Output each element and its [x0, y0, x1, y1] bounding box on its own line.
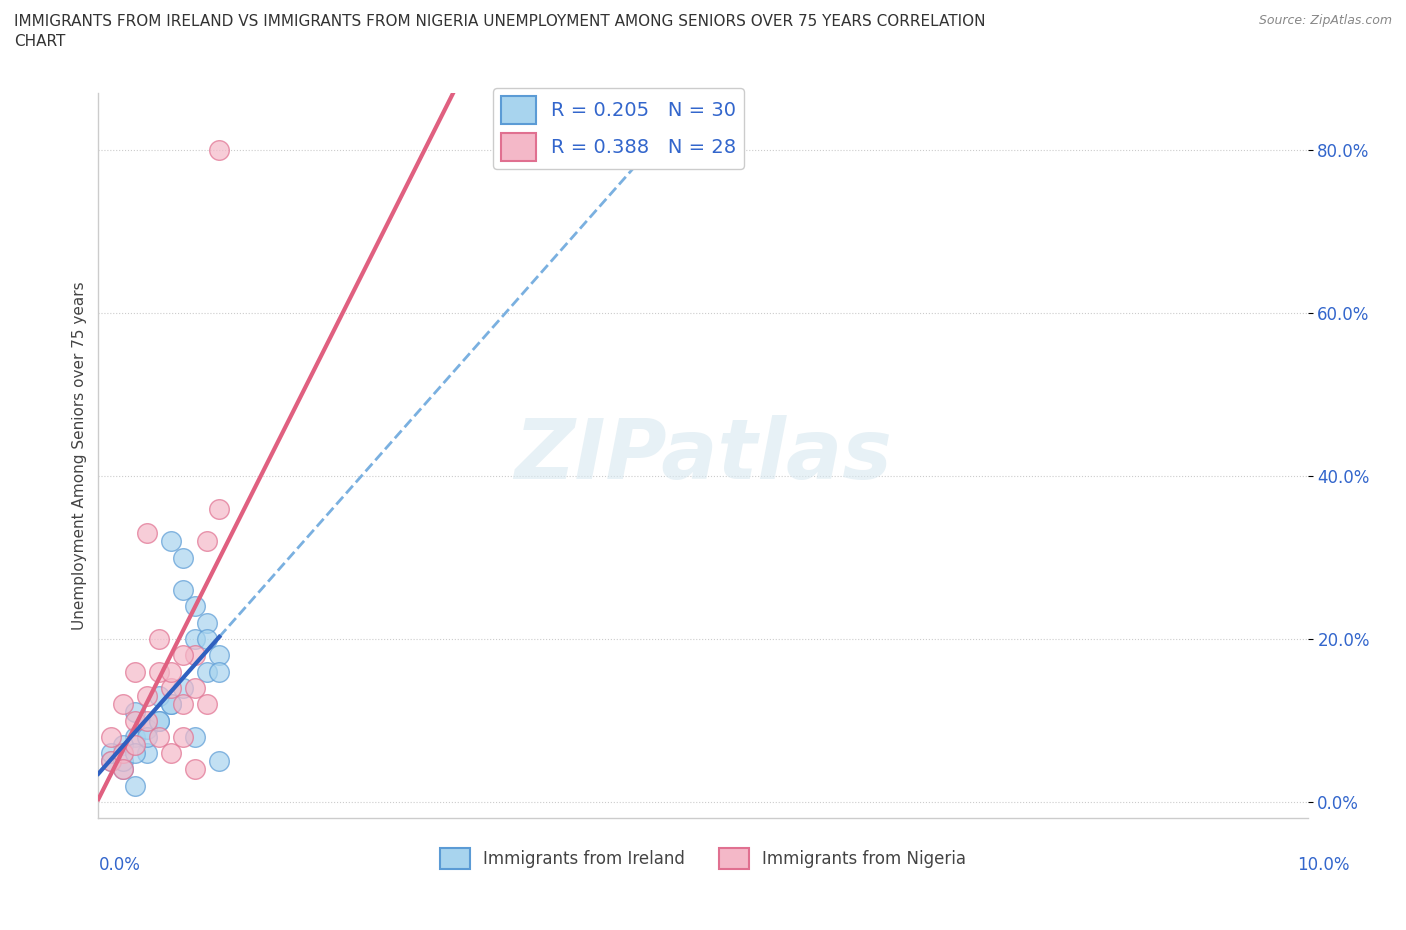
Point	[195, 631, 218, 646]
Point	[160, 664, 183, 679]
Point	[195, 534, 218, 549]
Point	[111, 762, 134, 777]
Text: 10.0%: 10.0%	[1298, 856, 1350, 873]
Point	[111, 762, 134, 777]
Point	[208, 501, 231, 516]
Text: CHART: CHART	[14, 34, 66, 49]
Point	[184, 648, 207, 663]
Point	[208, 142, 231, 157]
Point	[135, 689, 157, 704]
Point	[100, 754, 122, 769]
Point	[124, 778, 146, 793]
Text: 0.0%: 0.0%	[98, 856, 141, 873]
Point	[124, 705, 146, 720]
Point	[160, 746, 183, 761]
Point	[124, 729, 146, 744]
Point	[100, 746, 122, 761]
Point	[135, 722, 157, 737]
Point	[184, 599, 207, 614]
Point	[208, 648, 231, 663]
Y-axis label: Unemployment Among Seniors over 75 years: Unemployment Among Seniors over 75 years	[72, 282, 87, 630]
Point	[148, 664, 170, 679]
Point	[184, 729, 207, 744]
Point	[195, 697, 218, 711]
Point	[160, 681, 183, 696]
Point	[148, 713, 170, 728]
Point	[184, 631, 207, 646]
Point	[124, 746, 146, 761]
Point	[135, 525, 157, 540]
Point	[111, 697, 134, 711]
Point	[172, 697, 194, 711]
Point	[148, 713, 170, 728]
Point	[172, 648, 194, 663]
Point	[135, 713, 157, 728]
Point	[111, 746, 134, 761]
Point	[124, 737, 146, 752]
Point	[148, 631, 170, 646]
Point	[111, 737, 134, 752]
Point	[100, 729, 122, 744]
Legend: Immigrants from Ireland, Immigrants from Nigeria: Immigrants from Ireland, Immigrants from…	[433, 842, 973, 875]
Text: IMMIGRANTS FROM IRELAND VS IMMIGRANTS FROM NIGERIA UNEMPLOYMENT AMONG SENIORS OV: IMMIGRANTS FROM IRELAND VS IMMIGRANTS FR…	[14, 14, 986, 29]
Point	[111, 754, 134, 769]
Point	[160, 697, 183, 711]
Point	[172, 729, 194, 744]
Point	[195, 664, 218, 679]
Text: ZIPatlas: ZIPatlas	[515, 415, 891, 497]
Point	[184, 681, 207, 696]
Point	[184, 762, 207, 777]
Point	[172, 551, 194, 565]
Text: Source: ZipAtlas.com: Source: ZipAtlas.com	[1258, 14, 1392, 27]
Point	[172, 583, 194, 598]
Point	[195, 616, 218, 631]
Point	[160, 534, 183, 549]
Point	[100, 754, 122, 769]
Point	[172, 681, 194, 696]
Point	[148, 729, 170, 744]
Point	[148, 689, 170, 704]
Point	[135, 729, 157, 744]
Point	[124, 664, 146, 679]
Point	[160, 697, 183, 711]
Point	[124, 713, 146, 728]
Point	[208, 664, 231, 679]
Point	[208, 754, 231, 769]
Point	[135, 746, 157, 761]
